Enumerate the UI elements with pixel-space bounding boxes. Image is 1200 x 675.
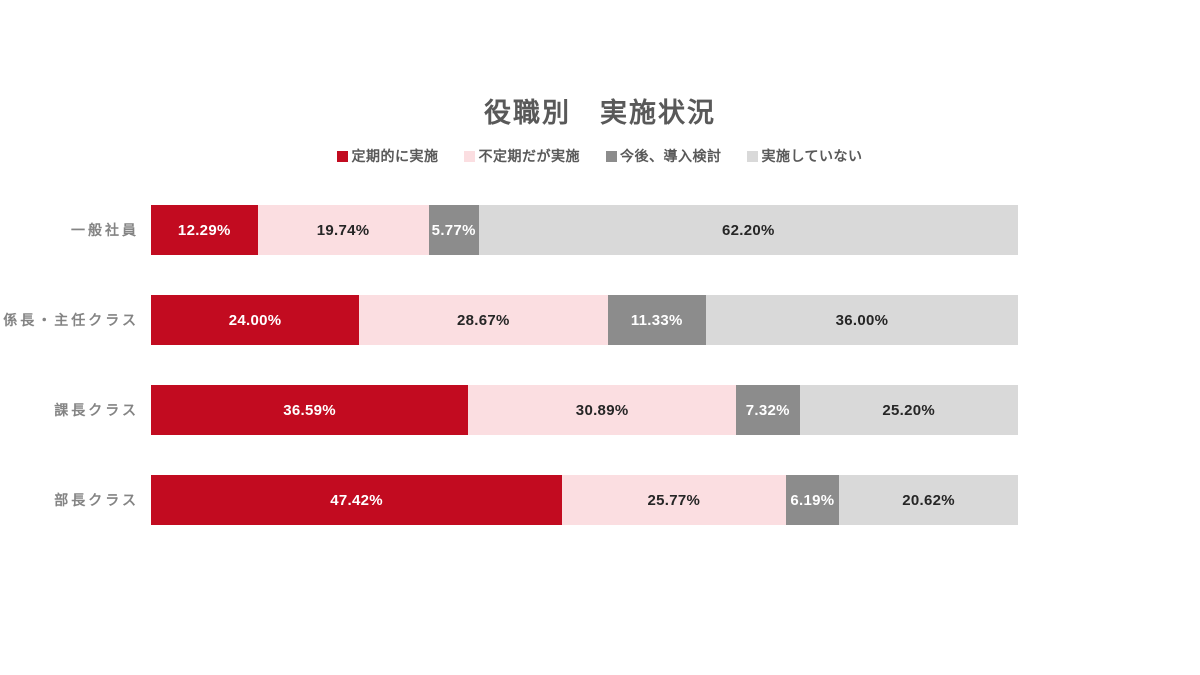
category-label: 部長クラス (54, 492, 139, 508)
legend-item: 実施していない (747, 146, 862, 166)
legend-label: 実施していない (761, 148, 863, 164)
legend-item: 定期的に実施 (337, 146, 438, 166)
bar-segment: 28.67% (359, 295, 608, 345)
bar-track: 47.42% 25.77% 6.19% 20.62% (151, 475, 1018, 525)
value-label: 47.42% (330, 491, 383, 509)
value-label: 25.20% (882, 401, 936, 419)
bar-row: 部長クラス 47.42% 25.77% 6.19% 20.62% (0, 475, 1200, 525)
value-label: 20.62% (902, 491, 955, 509)
bar-segment: 36.00% (705, 295, 1018, 345)
value-label: 5.77% (431, 221, 476, 239)
bar-row: 係長・主任クラス 24.00% 28.67% 11.33% 36.00% (0, 295, 1200, 345)
bar-segment: 20.62% (839, 475, 1018, 525)
chart-title: 役職別 実施状況 (484, 98, 716, 128)
bar-segment: 11.33% (607, 295, 706, 345)
bar-segment: 6.19% (785, 475, 840, 525)
legend-item: 不定期だが実施 (464, 146, 580, 166)
bar-track: 12.29% 19.74% 5.77% 62.20% (151, 205, 1018, 255)
value-label: 19.74% (316, 221, 370, 239)
legend-label: 今後、導入検討 (619, 148, 722, 164)
legend-label: 定期的に実施 (351, 148, 439, 164)
legend-swatch-icon (337, 150, 349, 162)
value-label: 36.59% (283, 401, 336, 419)
value-label: 11.33% (630, 311, 683, 329)
legend-swatch-icon (747, 150, 759, 162)
bar-row: 課長クラス 36.59% 30.89% 7.32% 25.20% (0, 385, 1200, 435)
legend-swatch-icon (605, 150, 617, 162)
bar-row: 一般社員 12.29% 19.74% 5.77% 62.20% (0, 205, 1200, 255)
value-label: 12.29% (177, 221, 231, 239)
value-label: 62.20% (721, 221, 775, 239)
bar-segment: 62.20% (478, 205, 1018, 255)
bar-segment: 47.42% (151, 475, 563, 525)
bar-segment: 24.00% (151, 295, 360, 345)
value-label: 24.00% (228, 311, 282, 329)
value-label: 25.77% (647, 491, 701, 509)
category-label: 一般社員 (71, 222, 139, 238)
category-label: 係長・主任クラス (3, 312, 139, 328)
value-label: 6.19% (790, 491, 835, 509)
chart-legend: 定期的に実施 不定期だが実施 今後、導入検討 実施していない (0, 147, 1200, 165)
bar-segment: 12.29% (151, 205, 258, 255)
legend-item: 今後、導入検討 (605, 146, 722, 166)
bar-segment: 36.59% (151, 385, 469, 435)
bar-segment: 30.89% (468, 385, 737, 435)
value-label: 7.32% (745, 401, 790, 419)
legend-swatch-icon (464, 150, 476, 162)
bar-track: 36.59% 30.89% 7.32% 25.20% (151, 385, 1018, 435)
value-label: 28.67% (457, 311, 510, 329)
legend-label: 不定期だが実施 (478, 148, 580, 164)
value-label: 36.00% (835, 311, 889, 329)
bar-segment: 25.20% (799, 385, 1018, 435)
value-label: 30.89% (575, 401, 629, 419)
stacked-bar-chart: 一般社員 12.29% 19.74% 5.77% 62.20% 係長・主任クラス 24.00… (0, 205, 1200, 525)
bar-segment: 5.77% (428, 205, 479, 255)
bar-track: 24.00% 28.67% 11.33% 36.00% (151, 295, 1018, 345)
bar-segment: 7.32% (736, 385, 800, 435)
category-label: 課長クラス (54, 402, 139, 418)
bar-segment: 25.77% (562, 475, 786, 525)
bar-segment: 19.74% (257, 205, 429, 255)
